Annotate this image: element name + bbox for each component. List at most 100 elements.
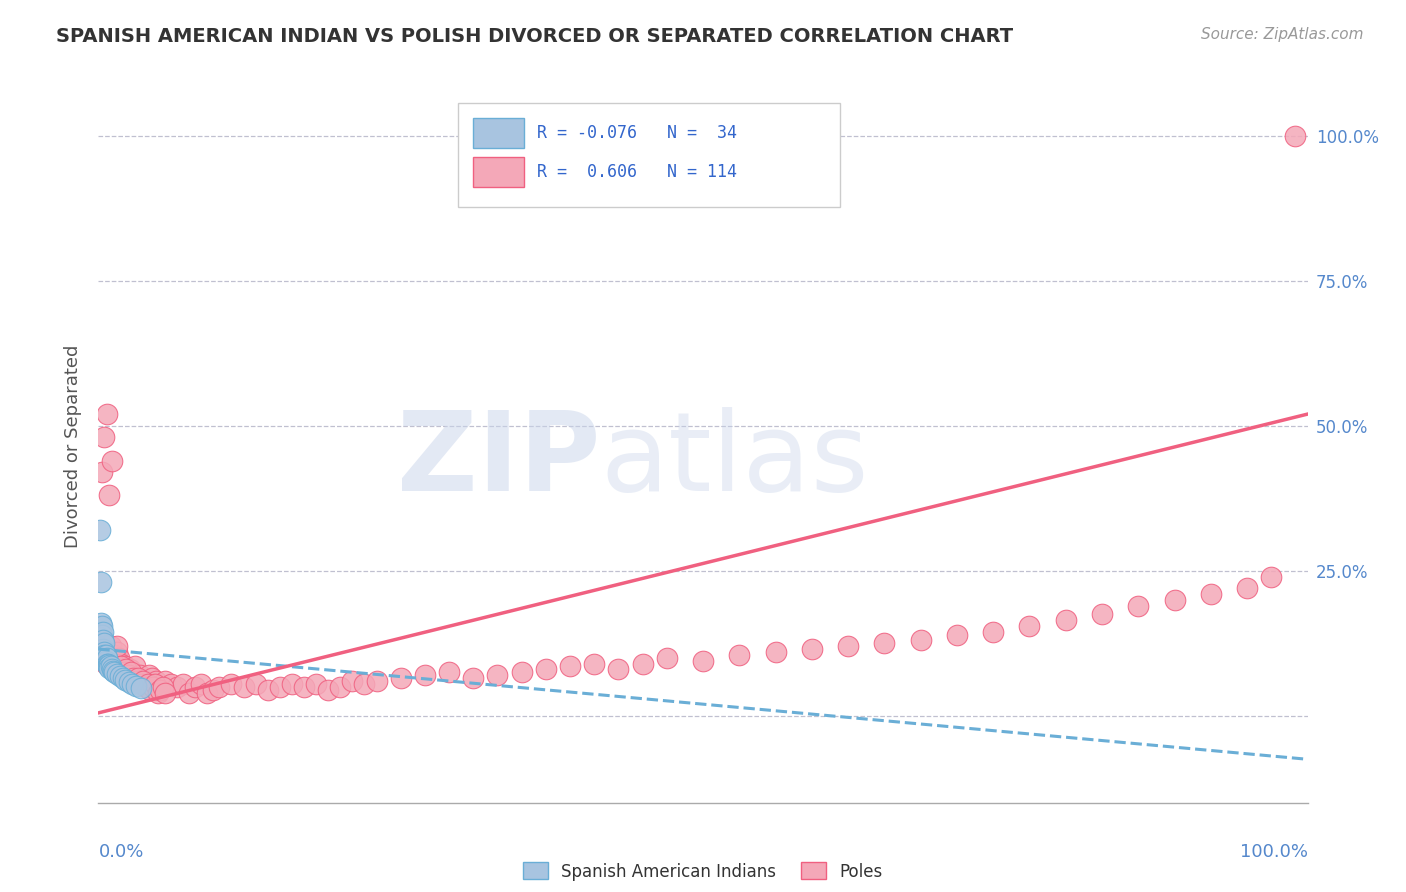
Point [125, 673, 148, 688]
Point [1284, 128, 1306, 143]
Point [110, 657, 132, 671]
Point [146, 685, 169, 699]
Point [342, 673, 364, 688]
Point [366, 673, 388, 688]
Point [108, 662, 131, 676]
Point [91, 650, 114, 665]
Text: atlas: atlas [600, 407, 869, 514]
Point [90, 645, 112, 659]
Text: R =  0.606   N = 114: R = 0.606 N = 114 [537, 163, 737, 181]
Text: ZIP: ZIP [396, 407, 600, 514]
Point [90, 624, 112, 639]
Point [1091, 607, 1114, 622]
Point [120, 665, 142, 680]
Point [184, 680, 207, 694]
Point [97, 657, 120, 671]
Point [692, 654, 714, 668]
Point [118, 675, 141, 690]
Point [208, 680, 231, 694]
Point [172, 677, 194, 691]
Point [93, 430, 115, 444]
FancyBboxPatch shape [457, 103, 839, 207]
Point [221, 677, 243, 691]
Point [103, 665, 125, 680]
Text: SPANISH AMERICAN INDIAN VS POLISH DIVORCED OR SEPARATED CORRELATION CHART: SPANISH AMERICAN INDIAN VS POLISH DIVORC… [56, 27, 1014, 45]
Point [108, 669, 131, 683]
Point [103, 657, 125, 671]
Point [108, 659, 131, 673]
Point [510, 665, 533, 680]
Point [135, 680, 157, 694]
Point [118, 668, 141, 682]
Point [121, 677, 143, 691]
Point [800, 642, 823, 657]
Point [94, 654, 117, 668]
Point [115, 662, 138, 676]
Point [389, 671, 412, 685]
Point [122, 671, 145, 685]
Point [124, 659, 146, 673]
Point [98, 488, 121, 502]
Point [114, 673, 136, 687]
Point [108, 650, 131, 665]
Point [127, 671, 149, 685]
Point [90, 615, 112, 630]
Point [100, 657, 122, 671]
Point [152, 680, 174, 694]
Text: Source: ZipAtlas.com: Source: ZipAtlas.com [1201, 27, 1364, 42]
FancyBboxPatch shape [474, 119, 524, 148]
Point [101, 664, 124, 678]
Point [1054, 613, 1077, 627]
Point [1260, 569, 1282, 583]
Point [128, 668, 150, 682]
Point [91, 619, 114, 633]
Point [281, 677, 304, 691]
Point [1018, 619, 1040, 633]
Point [160, 677, 183, 691]
Point [873, 636, 896, 650]
Point [90, 575, 112, 590]
Point [104, 662, 127, 676]
Point [91, 624, 114, 639]
Point [837, 639, 859, 653]
Point [129, 681, 152, 695]
Point [153, 673, 176, 688]
Point [256, 682, 278, 697]
Point [127, 671, 149, 685]
Point [114, 659, 136, 673]
Point [93, 645, 115, 659]
Point [105, 667, 128, 681]
Point [91, 627, 114, 641]
Point [145, 673, 167, 688]
Point [96, 407, 118, 421]
Point [353, 677, 375, 691]
Point [142, 680, 165, 694]
Point [96, 648, 118, 662]
Point [111, 671, 134, 685]
Point [94, 648, 117, 662]
Point [292, 680, 315, 694]
Point [141, 671, 163, 685]
Point [981, 624, 1004, 639]
Point [110, 659, 132, 673]
Point [121, 668, 143, 682]
Point [138, 668, 160, 682]
Point [245, 677, 267, 691]
Text: 0.0%: 0.0% [98, 843, 143, 861]
Point [190, 677, 212, 691]
Point [107, 654, 129, 668]
Point [98, 661, 121, 675]
Point [232, 680, 254, 694]
Point [1128, 599, 1150, 613]
Point [129, 677, 152, 691]
Point [96, 650, 118, 665]
Point [583, 657, 606, 671]
Point [558, 659, 581, 673]
Point [655, 650, 678, 665]
Point [101, 659, 124, 673]
FancyBboxPatch shape [474, 157, 524, 187]
Point [103, 648, 125, 662]
Point [1236, 581, 1258, 595]
Point [607, 662, 630, 676]
Point [534, 662, 557, 676]
